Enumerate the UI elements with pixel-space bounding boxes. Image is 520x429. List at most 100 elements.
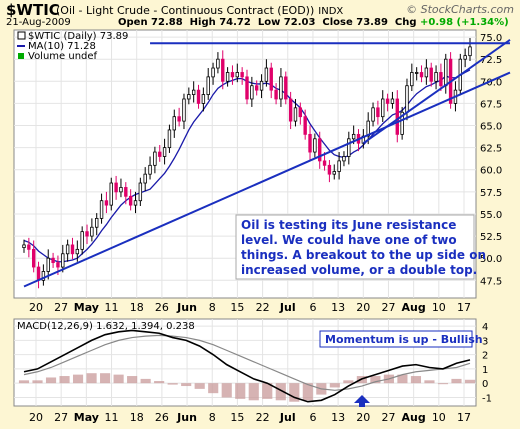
candle-body [196,89,201,104]
candle-body [221,58,225,82]
annotation-line-2: level. We could have one of two [241,233,457,247]
histogram-bar [113,374,124,384]
candle-body [385,98,390,104]
price-y-tick-label: 72.5 [480,55,502,66]
macd-x-tick-label: 8 [209,411,216,424]
candle-body [70,244,75,255]
histogram-bar [329,383,340,388]
macd-legend: MACD(12,26,9) 1.632, 1.394, 0.238 [17,321,195,332]
candle-body [206,76,210,95]
candle-body [187,94,191,100]
histogram-bar [100,373,111,384]
candle-body [235,72,240,78]
histogram-bar [248,383,259,401]
candle-body [119,187,123,193]
histogram-bar [235,383,246,399]
macd-x-tick-label: 11 [105,411,119,424]
macd-x-axis: 20 27 May 11 18 26 Jun 8 15 22 Jul 6 13 20 27 Aug 10 17 [29,411,471,424]
candle-body [138,182,143,202]
candle-body [27,244,31,250]
histogram-bar [221,383,232,398]
open-label: Open [118,17,148,28]
chart-header: $WTIC (Oil - Light Crude - Continuous Co… [0,0,520,30]
macd-x-tick-label: Jul [279,411,296,424]
price-y-tick-label: 62.5 [480,144,502,155]
candle-body [293,107,298,122]
candle-body [274,89,278,100]
candle-body [351,133,356,140]
candle-body [124,187,128,197]
candle-body [51,257,55,264]
annotation-box: Oil is testing its June resistance level… [235,214,486,280]
price-x-tick-label: 27 [54,301,68,314]
macd-line [23,329,471,403]
candle-body [56,262,60,268]
candle-body [211,67,215,78]
macd-x-tick-label: 26 [155,411,169,424]
close-label: Close [322,17,353,28]
price-x-tick-label: May [74,301,99,314]
momentum-annotation: Momentum is up - Bullish [319,330,483,348]
macd-x-tick-label: 20 [29,411,43,424]
histogram-bar [343,380,354,384]
price-legend: $WTIC (Daily) 73.89 MA(10) 71.28 Volume … [17,31,128,62]
price-y-tick-label: 52.5 [480,232,502,243]
macd-y-tick-label: 0 [482,379,488,390]
high-value: 74.72 [219,17,251,28]
price-x-tick-label: 20 [356,301,370,314]
candle-body [303,116,307,135]
histogram-bar [181,383,192,387]
macd-x-tick-label: 20 [356,411,370,424]
momentum-annotation-text: Momentum is up - Bullish [325,333,483,346]
price-y-tick-label: 60.0 [480,166,502,177]
signal-line [23,334,471,391]
price-x-tick-label: 22 [256,301,270,314]
price-x-tick-label: 6 [309,301,316,314]
momentum-annotation-bg [319,330,473,348]
price-y-tick-label: 50.0 [480,254,502,265]
candle-body [128,195,133,206]
candle-body [288,98,293,122]
chart-date: 21-Aug-2009 [6,17,71,28]
macd-y-tick-label: 1 [482,365,488,376]
candle-body [172,116,176,131]
candle-body [41,271,46,281]
macd-x-tick-label: 10 [432,411,446,424]
ohlc-readout: Open 72.88 High 74.72 Low 72.03 Close 73… [118,17,509,28]
price-x-tick-label: 26 [155,301,169,314]
histogram-bar [140,378,151,384]
macd-y-tick-label: 3 [482,336,488,347]
price-x-tick-label: 10 [432,301,446,314]
price-x-tick-label: 17 [457,301,471,314]
candle-body [463,55,467,60]
histogram-bar [451,378,462,384]
annotation-line-1: Oil is testing its June resistance [241,218,456,232]
macd-x-tick-label: 22 [256,411,270,424]
price-x-tick-label: Jul [279,301,296,314]
histogram-bar [302,383,313,401]
histogram-bar [410,376,422,384]
candle-body [177,116,181,122]
price-y-tick-label: 47.5 [480,276,502,287]
candle-body [153,151,157,166]
legend-swatch-volume [18,53,24,59]
candle-body [182,98,186,122]
price-y-tick-label: 75.0 [480,33,502,44]
chg-value: +0.98 (+1.34%) [419,17,509,28]
candle-body [133,200,138,206]
candle-body [109,182,113,206]
macd-x-tick-label: May [74,411,99,424]
candle-body [419,72,424,78]
legend-swatch-price [17,31,26,40]
candle-body [95,217,99,228]
price-y-axis: 47.5 50.0 52.5 55.0 57.5 60.0 62.5 65.0 67.5 70.0… [480,33,502,287]
candle-body [75,248,80,255]
macd-x-tick-label: 15 [230,411,244,424]
histogram-bar [424,380,435,384]
candle-body [318,138,322,162]
candle-body [279,76,283,100]
up-arrow-icon [354,395,370,407]
candle-body [395,98,399,135]
macd-x-tick-label: 27 [381,411,395,424]
legend-ma: MA(10) 71.28 [28,41,96,52]
